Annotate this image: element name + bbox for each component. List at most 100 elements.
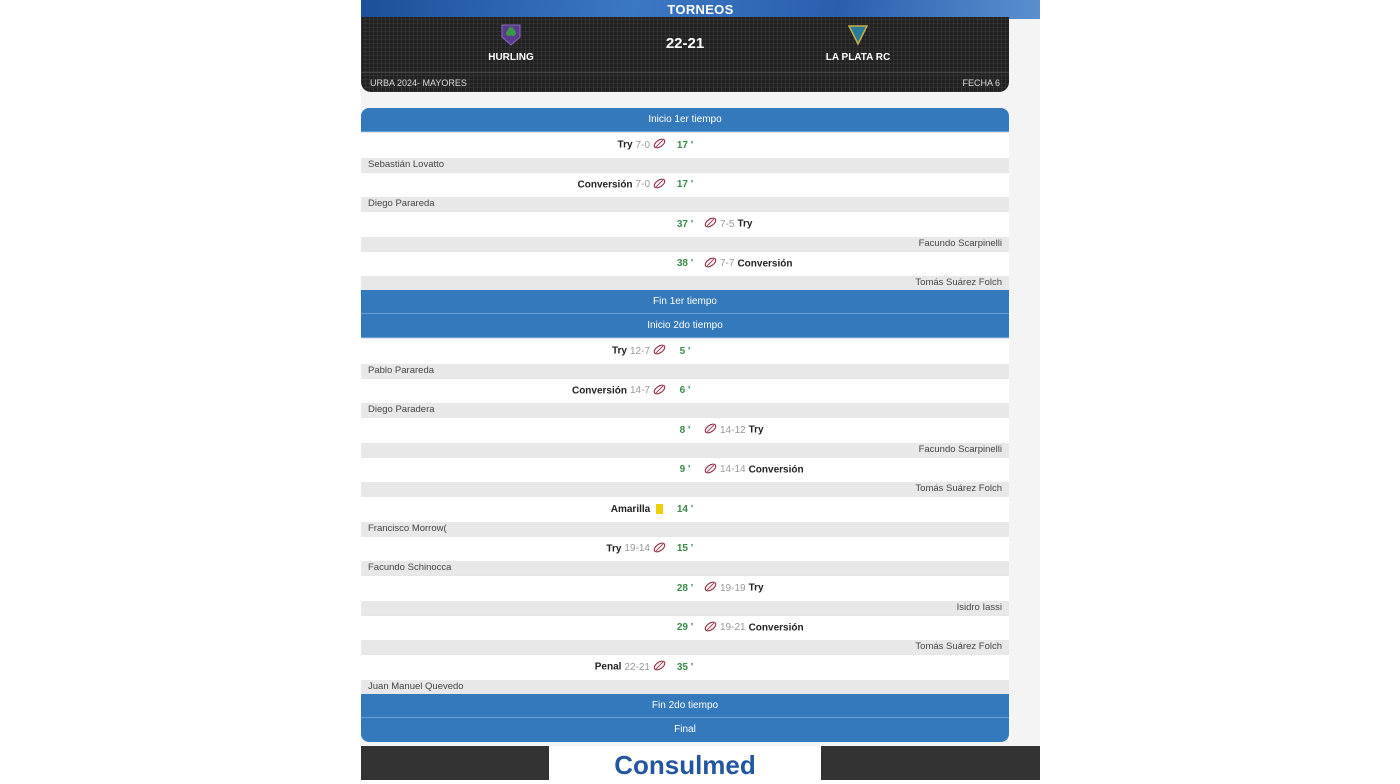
event-row: Conversión 7-0 17 ' — [361, 171, 1009, 198]
ad-logo[interactable]: Consulmed — [549, 746, 821, 780]
event-type: Try — [611, 345, 627, 357]
home-team[interactable]: HURLING — [441, 24, 581, 63]
period-start-2: Inicio 2do tiempo — [361, 314, 1009, 338]
event-score: 7-0 — [635, 139, 650, 151]
rugby-ball-icon — [653, 138, 666, 152]
event-player: Tomás Suárez Folch — [361, 640, 1009, 654]
match-timeline: Inicio 1er tiempo Try 7-0 17 ' Sebastián Lo… — [361, 108, 1009, 742]
event-player: Facundo Scarpinelli — [361, 236, 1009, 251]
scoreboard: HURLING 22-21 LA PLATA RC URBA 2024- MAY… — [361, 17, 1009, 92]
event-player: Diego Parareda — [361, 197, 1009, 211]
event-score: 14-7 — [629, 385, 650, 397]
event-score: 19-19 — [720, 582, 746, 594]
event-score: 7-7 — [720, 258, 735, 270]
event-type: Penal — [594, 661, 622, 673]
rugby-ball-icon — [653, 542, 666, 556]
event-row: Conversión 14-7 6 ' — [361, 377, 1009, 404]
rugby-ball-icon — [653, 178, 666, 192]
event-minute: 38 ' — [676, 258, 694, 270]
event-player: Juan Manuel Quevedo — [361, 679, 1009, 694]
event-score: 19-21 — [720, 622, 746, 634]
event-row: Try 7-0 17 ' — [361, 132, 1009, 158]
event-minute: 37 ' — [676, 218, 694, 230]
event-type: Try — [737, 218, 753, 230]
rugby-ball-icon — [704, 621, 717, 635]
event-row: 38 ' 7-7 Conversión — [361, 250, 1009, 277]
event-player: Tomás Suárez Folch — [361, 276, 1009, 290]
event-type: Conversión — [571, 385, 627, 397]
event-player: Pablo Parareda — [361, 363, 1009, 378]
event-row: 8 ' 14-12 Try — [361, 417, 1009, 443]
yellow-card-icon — [656, 504, 663, 515]
events-first-half: Try 7-0 17 ' Sebastián Lovatto Conversión 7-0… — [361, 132, 1009, 290]
event-minute: 15 ' — [676, 543, 694, 555]
rugby-ball-icon — [704, 257, 717, 271]
round-label: FECHA 6 — [962, 77, 1000, 88]
event-player: Tomás Suárez Folch — [361, 482, 1009, 496]
event-type: Try — [606, 543, 622, 555]
event-score: 14-14 — [720, 464, 746, 476]
rugby-ball-icon — [704, 581, 717, 595]
event-type: Amarilla — [610, 503, 651, 515]
event-minute: 14 ' — [676, 503, 694, 515]
ad-banner[interactable]: Consulmed — [361, 746, 1040, 780]
match-score: 22-21 — [665, 35, 705, 52]
event-score: 22-21 — [624, 661, 650, 673]
event-score: 12-7 — [629, 345, 650, 357]
event-minute: 35 ' — [676, 661, 694, 673]
top-banner: TORNEOS — [361, 0, 1040, 19]
event-row: 28 ' 19-19 Try — [361, 575, 1009, 601]
event-player: Francisco Morrow( — [361, 521, 1009, 536]
event-player: Sebastián Lovatto — [361, 157, 1009, 172]
event-minute: 17 ' — [676, 139, 694, 151]
event-player: Facundo Schinocca — [361, 561, 1009, 575]
period-end-2: Fin 2do tiempo — [361, 693, 1009, 718]
event-minute: 17 ' — [676, 179, 694, 191]
event-score: 7-5 — [720, 218, 735, 230]
rugby-ball-icon — [653, 660, 666, 674]
event-minute: 29 ' — [676, 622, 694, 634]
banner-title: TORNEOS — [667, 2, 734, 17]
event-row: Try 12-7 5 ' — [361, 338, 1009, 364]
event-minute: 8 ' — [679, 424, 691, 436]
event-minute: 9 ' — [679, 464, 691, 476]
event-type: Try — [748, 424, 764, 436]
hurling-shield-icon — [501, 24, 521, 46]
la-plata-shield-icon — [848, 25, 868, 46]
rugby-ball-icon — [653, 384, 666, 398]
rugby-ball-icon — [704, 217, 717, 231]
event-row: 37 ' 7-5 Try — [361, 211, 1009, 237]
event-player: Facundo Scarpinelli — [361, 442, 1009, 457]
event-player: Isidro Iassi — [361, 600, 1009, 615]
event-score: 14-12 — [720, 424, 746, 436]
rugby-ball-icon — [653, 344, 666, 358]
event-row: Amarilla 14 ' — [361, 496, 1009, 522]
match-meta: URBA 2024- MAYORES FECHA 6 — [361, 72, 1009, 92]
event-score: 19-14 — [624, 543, 650, 555]
home-team-name: HURLING — [488, 52, 534, 63]
away-team-name: LA PLATA RC — [825, 52, 891, 63]
event-type: Conversión — [748, 464, 804, 476]
tournament-name: URBA 2024- MAYORES — [370, 77, 467, 88]
event-minute: 28 ' — [676, 582, 694, 594]
rugby-ball-icon — [704, 463, 717, 477]
events-second-half: Try 12-7 5 ' Pablo Parareda Conversión 14-7 6 … — [361, 338, 1009, 694]
event-row: Penal 22-21 35 ' — [361, 654, 1009, 680]
event-type: Try — [748, 582, 764, 594]
period-final: Final — [361, 717, 1009, 742]
event-row: 29 ' 19-21 Conversión — [361, 614, 1009, 641]
away-team[interactable]: LA PLATA RC — [788, 24, 928, 63]
event-score: 7-0 — [635, 179, 650, 191]
event-row: Try 19-14 15 ' — [361, 535, 1009, 562]
period-start-1: Inicio 1er tiempo — [361, 108, 1009, 132]
period-end-1: Fin 1er tiempo — [361, 290, 1009, 314]
rugby-ball-icon — [704, 423, 717, 437]
event-type: Conversión — [748, 622, 804, 634]
page: TORNEOS HURLING 22-21 LA PLATA RC URBA 2… — [361, 0, 1040, 780]
event-player: Diego Paradera — [361, 403, 1009, 417]
event-minute: 5 ' — [679, 345, 691, 357]
event-row: 9 ' 14-14 Conversión — [361, 456, 1009, 483]
event-type: Conversión — [737, 258, 793, 270]
event-type: Conversión — [577, 179, 633, 191]
event-type: Try — [617, 139, 633, 151]
